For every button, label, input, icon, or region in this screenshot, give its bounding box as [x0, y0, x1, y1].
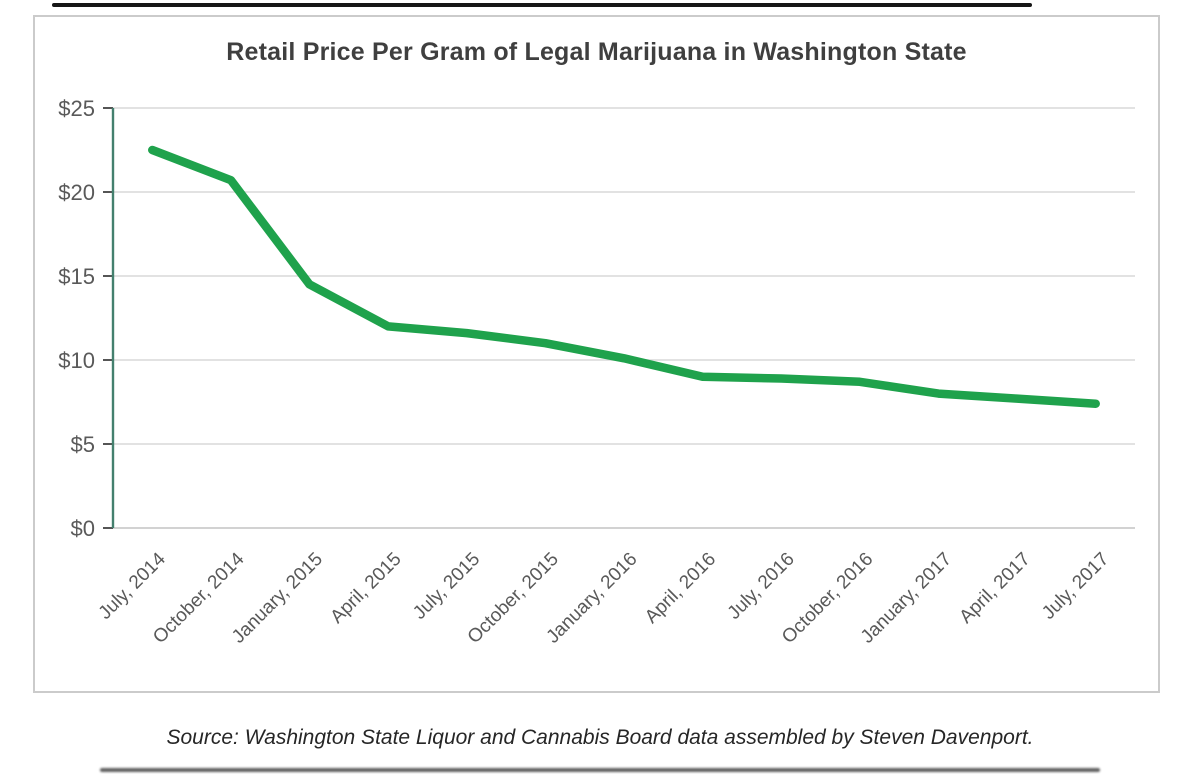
y-tick-label: $5 — [71, 432, 95, 457]
y-tick-label: $10 — [58, 348, 95, 373]
chart-title: Retail Price Per Gram of Legal Marijuana… — [226, 38, 967, 66]
y-tick-label: $25 — [58, 96, 95, 121]
x-tick-label: April, 2017 — [956, 549, 1035, 628]
x-tick-label: July, 2017 — [1038, 549, 1113, 624]
y-tick-label: $15 — [58, 264, 95, 289]
y-tick-label: $0 — [71, 516, 95, 541]
x-tick-label: July, 2016 — [724, 549, 799, 624]
screenshot-bottom-edge-line — [100, 768, 1100, 772]
x-tick-label: July, 2015 — [409, 549, 484, 624]
x-tick-label: July, 2014 — [95, 548, 170, 623]
screenshot-top-edge-line — [52, 3, 1032, 7]
x-tick-label: April, 2016 — [641, 549, 720, 628]
y-tick-label: $20 — [58, 180, 95, 205]
source-note: Source: Washington State Liquor and Cann… — [166, 726, 1034, 749]
x-tick-label: April, 2015 — [327, 549, 406, 628]
price-line-series — [148, 145, 1100, 408]
